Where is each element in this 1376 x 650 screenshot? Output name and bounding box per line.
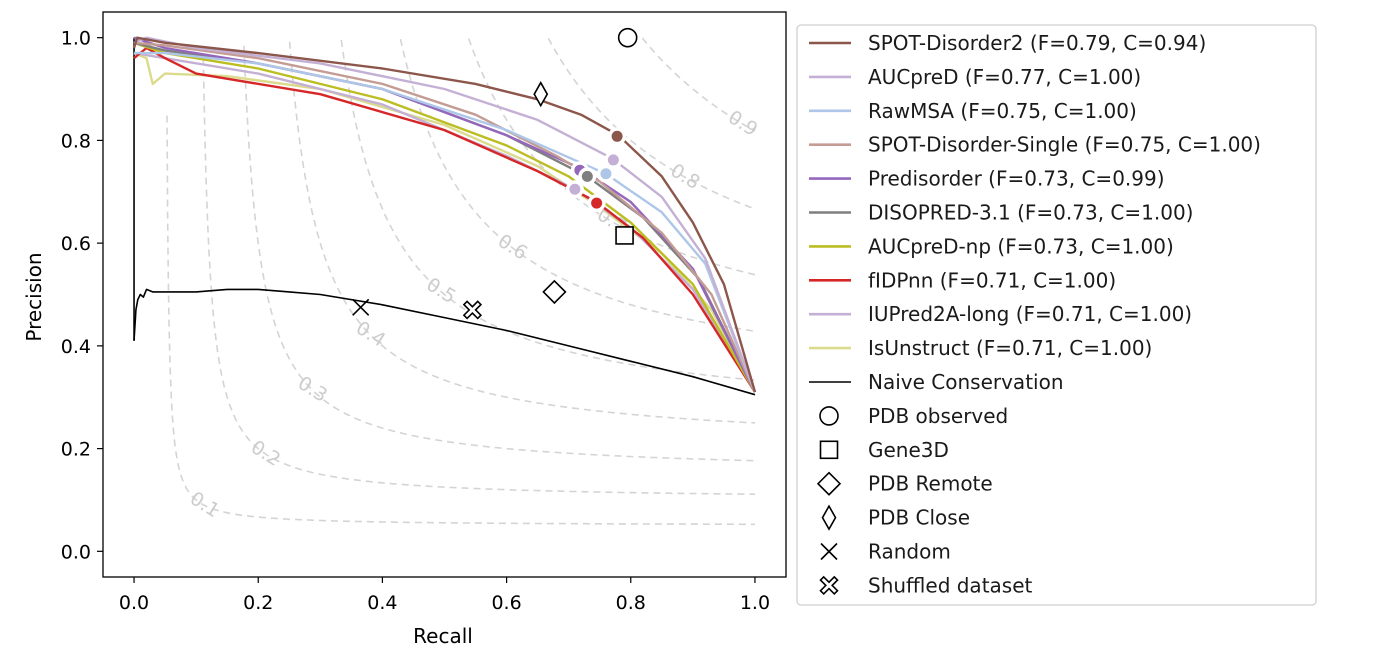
legend-label-spot-disorder-single: SPOT-Disorder-Single (F=0.75, C=1.00) xyxy=(868,133,1261,157)
x-tick-label-0.6: 0.6 xyxy=(491,592,521,614)
aucpred-np-curve xyxy=(133,41,757,393)
legend-label-predisorder: Predisorder (F=0.73, C=0.99) xyxy=(868,167,1165,191)
rawmsa-point xyxy=(598,166,614,182)
y-tick-label-1.0: 1.0 xyxy=(61,28,91,50)
gene3d-marker xyxy=(615,226,634,245)
axes: 0.0 0.2 0.4 0.6 0.8 1.0 0.0 0.2 0.4 0.6 0.8 1.0 xyxy=(61,11,787,614)
legend-label-rawmsa: RawMSA (F=0.75, C=1.00) xyxy=(868,99,1137,123)
legend-label-shuffled-dataset: Shuffled dataset xyxy=(868,573,1033,597)
iso-f-label-0.1: 0.1 xyxy=(186,488,223,523)
y-axis-label: Precision xyxy=(22,252,46,341)
legend-label-random: Random xyxy=(868,540,951,564)
iso-f-label-0.2: 0.2 xyxy=(247,436,284,471)
legend-label-pdb-remote: PDB Remote xyxy=(868,472,993,496)
legend-swatch-shuffled-dataset xyxy=(819,575,839,596)
legend-label-pdb-observed: PDB observed xyxy=(868,404,1008,428)
iso-f-label-0.9: 0.9 xyxy=(724,106,761,141)
legend-swatch-random-stroke-b xyxy=(820,542,838,561)
legend-swatch-pdb-remote xyxy=(816,471,842,496)
iso-f-label-0.6: 0.6 xyxy=(494,230,531,265)
y-tick-label-0.4: 0.4 xyxy=(61,336,91,358)
naive-conservation-curve xyxy=(133,288,756,396)
iupred2a-long-curve xyxy=(133,51,757,393)
iso-f-line-0.3 xyxy=(243,45,756,462)
predisorder-curve xyxy=(133,36,757,393)
disopred-3-1-curve xyxy=(133,41,757,393)
legend-swatch-pdb-observed xyxy=(819,406,839,426)
iso-f-label-0.8: 0.8 xyxy=(667,159,704,194)
legend-swatch-random xyxy=(820,542,838,561)
legend-label-spot-disorder2: SPOT-Disorder2 (F=0.79, C=0.94) xyxy=(868,31,1206,55)
legend-label-pdb-close: PDB Close xyxy=(868,506,970,530)
legend-label-iupred2a-long: IUPred2A-long (F=0.71, C=1.00) xyxy=(868,302,1192,326)
legend-label-fidpnn: fIDPnn (F=0.71, C=1.00) xyxy=(868,268,1116,292)
random-marker xyxy=(352,298,370,316)
x-tick-label-0.4: 0.4 xyxy=(367,592,397,614)
legend-box xyxy=(796,24,1317,606)
spot-disorder2-curve xyxy=(132,36,757,393)
point-markers xyxy=(352,27,638,320)
curves xyxy=(132,36,757,396)
spot-disorder2-point xyxy=(609,128,625,144)
legend-label-disopred-3-1: DISOPRED-3.1 (F=0.73, C=1.00) xyxy=(868,201,1193,225)
legend-label-isunstruct: IsUnstruct (F=0.71, C=1.00) xyxy=(868,336,1152,360)
iso-f-line-0.7 xyxy=(467,38,756,276)
spot-disorder-single-curve xyxy=(133,41,757,393)
legend-label-aucpred-np: AUCpreD-np (F=0.73, C=1.00) xyxy=(868,234,1174,258)
aucpred-curve xyxy=(133,36,757,393)
iupred2a-long-point xyxy=(567,181,583,197)
y-tick-label-0.2: 0.2 xyxy=(61,439,91,461)
x-tick-label-0.8: 0.8 xyxy=(616,592,646,614)
iso-f-line-0.9 xyxy=(641,37,756,132)
fidpnn-curve xyxy=(133,46,757,393)
y-tick-label-0.6: 0.6 xyxy=(61,233,91,255)
iso-f-line-0.6 xyxy=(399,39,756,332)
random-marker-stroke-b xyxy=(352,298,370,316)
aucpred-point xyxy=(605,152,621,168)
legend-label-naive-conservation: Naive Conservation xyxy=(868,370,1064,394)
iso-f-line-0.2 xyxy=(202,57,755,496)
x-axis-label: Recall xyxy=(413,624,473,648)
y-tick-label-0.0: 0.0 xyxy=(61,541,91,563)
pdb-observed-marker xyxy=(617,27,638,48)
x-tick-label-0.2: 0.2 xyxy=(243,592,273,614)
legend-swatch-pdb-close xyxy=(821,504,837,531)
legend: SPOT-Disorder2 (F=0.79, C=0.94) AUCpreD (… xyxy=(796,24,1317,606)
fidpnn-point xyxy=(589,195,605,211)
legend-label-gene3d: Gene3D xyxy=(868,438,949,462)
legend-swatch-gene3d xyxy=(819,440,839,460)
rawmsa-curve xyxy=(134,51,757,393)
pdb-remote-marker xyxy=(542,279,567,305)
iso-f-line-0.5 xyxy=(340,39,756,381)
y-tick-label-0.8: 0.8 xyxy=(61,130,91,152)
plot-frame xyxy=(102,11,787,578)
iso-f-line-0.1 xyxy=(166,115,755,526)
disopred-3-1-point xyxy=(579,168,595,184)
x-tick-label-1.0: 1.0 xyxy=(740,592,770,614)
iso-f-line-0.4 xyxy=(288,41,756,424)
pdb-close-marker xyxy=(533,81,549,108)
legend-label-aucpred: AUCpreD (F=0.77, C=1.00) xyxy=(868,65,1141,89)
shuffled-dataset-marker xyxy=(462,300,483,320)
x-tick-label-0.0: 0.0 xyxy=(119,592,149,614)
